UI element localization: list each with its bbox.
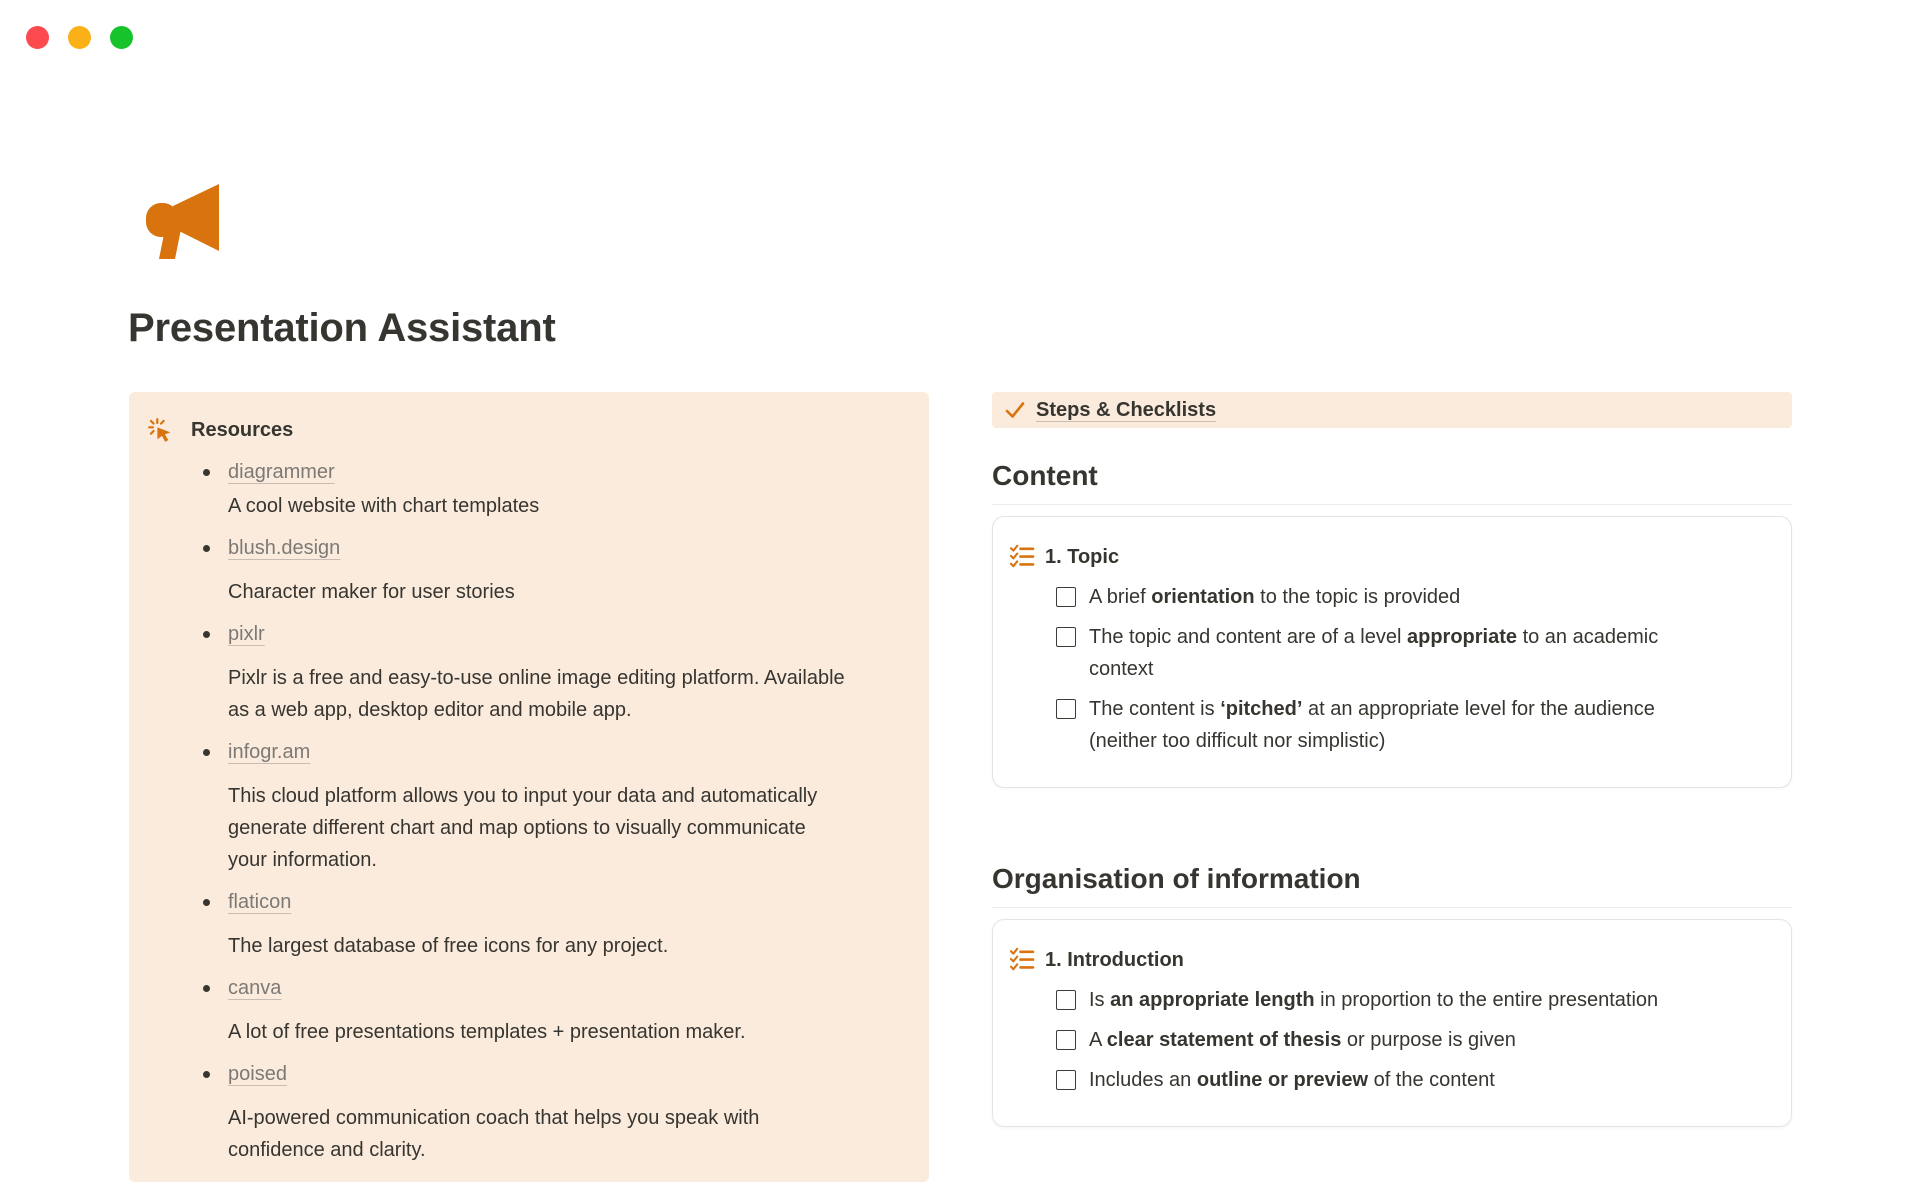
list-item: flaticon The largest database of free ico… <box>129 886 929 962</box>
window-close-button[interactable] <box>26 26 49 49</box>
bullet-icon <box>203 749 210 756</box>
checkbox[interactable] <box>1056 990 1076 1010</box>
resource-link[interactable]: infogr.am <box>228 741 311 763</box>
resource-description: A lot of free presentations templates + … <box>228 1021 746 1043</box>
bullet-icon <box>203 631 210 638</box>
resource-link-row: pixlr <box>129 618 929 652</box>
todo-label: A brief orientation to the topic is prov… <box>1089 586 1461 608</box>
resource-link[interactable]: flaticon <box>228 891 292 913</box>
todo-label: Is an appropriate length in proportion t… <box>1089 989 1659 1011</box>
resource-link-row: flaticon <box>129 886 929 920</box>
divider <box>992 504 1792 505</box>
resource-link[interactable]: pixlr <box>228 623 265 645</box>
checkbox[interactable] <box>1056 699 1076 719</box>
todo-item: Includes an outline or preview of the co… <box>1056 1064 1761 1096</box>
bullet-icon <box>203 985 210 992</box>
todo-item: The topic and content are of a level app… <box>1056 621 1761 685</box>
window-zoom-button[interactable] <box>110 26 133 49</box>
window-controls <box>26 26 133 49</box>
right-column-sections: Content 1. Topic A brief orientation to th… <box>992 458 1792 1127</box>
list-item: pixlr Pixlr is a free and easy-to-use onl… <box>129 618 929 726</box>
list-item: canva A lot of free presentations templat… <box>129 972 929 1048</box>
card-title-row: 1. Introduction <box>1009 944 1761 976</box>
list-item: diagrammer A cool website with chart temp… <box>129 456 929 522</box>
list-item: poised AI-powered communication coach tha… <box>129 1058 929 1166</box>
todo-label: A clear statement of thesis or purpose i… <box>1089 1029 1516 1051</box>
checkbox[interactable] <box>1056 1030 1076 1050</box>
steps-checklists-link[interactable]: Steps & Checklists <box>992 392 1792 428</box>
resource-description: Character maker for user stories <box>228 581 515 603</box>
resource-link[interactable]: canva <box>228 977 282 999</box>
check-icon <box>1003 398 1027 422</box>
todo-item: A brief orientation to the topic is prov… <box>1056 581 1761 613</box>
resource-link-row: infogr.am <box>129 736 929 770</box>
checkbox[interactable] <box>1056 1070 1076 1090</box>
resource-link-row: diagrammer <box>129 456 929 490</box>
steps-checklists-label: Steps & Checklists <box>1036 398 1217 421</box>
todo-item: A clear statement of thesis or purpose i… <box>1056 1024 1761 1056</box>
resource-link[interactable]: poised <box>228 1063 287 1085</box>
card-title-row: 1. Topic <box>1009 541 1761 573</box>
click-icon <box>147 417 173 443</box>
todo-item: The content is ‘pitched’ at an appropria… <box>1056 693 1761 757</box>
checklist-card: 1. Introduction Is an appropriate length … <box>992 919 1792 1127</box>
bullet-icon <box>203 899 210 906</box>
resource-link[interactable]: blush.design <box>228 537 341 559</box>
checklist-icon <box>1009 544 1035 570</box>
page-title: Presentation Assistant <box>128 306 556 350</box>
resource-description: Pixlr is a free and easy-to-use online i… <box>228 667 845 721</box>
todo-label: The content is ‘pitched’ at an appropria… <box>1089 698 1655 752</box>
resource-link-row: poised <box>129 1058 929 1092</box>
section-heading: Organisation of information <box>992 863 1361 894</box>
resource-link-row: blush.design <box>129 532 929 566</box>
bullet-icon <box>203 469 210 476</box>
resource-link[interactable]: diagrammer <box>228 461 335 483</box>
divider <box>992 907 1792 908</box>
checklists-column: Steps & Checklists Content 1. Topic A brie… <box>992 392 1792 1200</box>
resources-callout: Resources diagrammer A cool website with … <box>129 392 929 1182</box>
todo-label: Includes an outline or preview of the co… <box>1089 1069 1495 1091</box>
resource-description: The largest database of free icons for a… <box>228 935 669 957</box>
resources-list: diagrammer A cool website with chart temp… <box>129 456 929 1166</box>
megaphone-icon[interactable] <box>145 183 221 259</box>
card-title: 1. Introduction <box>1045 948 1184 971</box>
checkbox[interactable] <box>1056 627 1076 647</box>
bullet-icon <box>203 1071 210 1078</box>
resource-description: A cool website with chart templates <box>228 495 540 517</box>
checklist-icon <box>1009 947 1035 973</box>
bullet-icon <box>203 545 210 552</box>
window-minimize-button[interactable] <box>68 26 91 49</box>
resource-description: AI-powered communication coach that help… <box>228 1107 760 1161</box>
todo-item: Is an appropriate length in proportion t… <box>1056 984 1761 1016</box>
list-item: infogr.am This cloud platform allows you … <box>129 736 929 876</box>
card-title: 1. Topic <box>1045 545 1120 568</box>
resources-title: Resources <box>191 418 294 441</box>
resource-link-row: canva <box>129 972 929 1006</box>
todo-label: The topic and content are of a level app… <box>1089 626 1659 680</box>
checkbox[interactable] <box>1056 587 1076 607</box>
checklist-card: 1. Topic A brief orientation to the topic… <box>992 516 1792 788</box>
section-heading: Content <box>992 460 1098 491</box>
list-item: blush.design Character maker for user sto… <box>129 532 929 608</box>
resource-description: This cloud platform allows you to input … <box>228 785 818 871</box>
